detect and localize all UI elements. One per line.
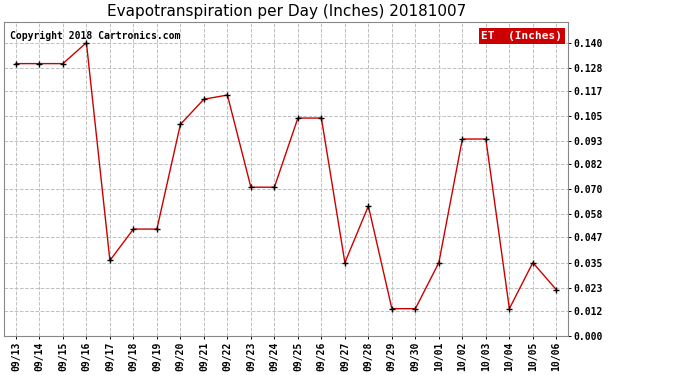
Title: Evapotranspiration per Day (Inches) 20181007: Evapotranspiration per Day (Inches) 2018… xyxy=(106,4,466,19)
Text: Copyright 2018 Cartronics.com: Copyright 2018 Cartronics.com xyxy=(10,31,180,41)
Text: ET  (Inches): ET (Inches) xyxy=(482,31,562,41)
